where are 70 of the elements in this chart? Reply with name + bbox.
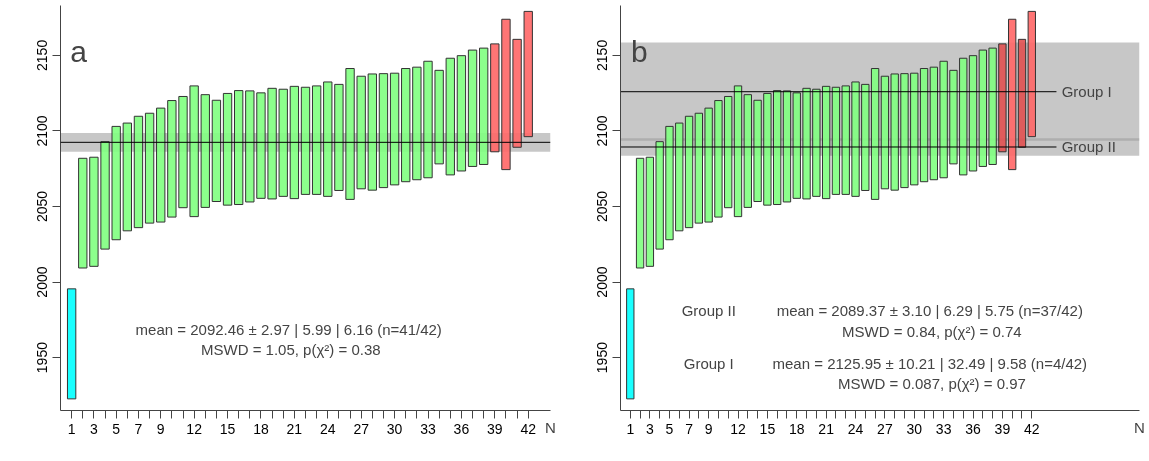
annotation: Group I xyxy=(683,355,734,373)
x-tick-label: 24 xyxy=(319,420,336,437)
x-axis-title: N xyxy=(545,418,556,436)
y-tick-label: 2000 xyxy=(34,266,51,298)
text: a xyxy=(70,34,88,68)
x-tick-label: 1 xyxy=(67,420,76,437)
x-tick-label: 12 xyxy=(730,420,747,437)
annotation: MSWD = 0.087, p(χ²) = 0.97 xyxy=(837,375,1026,393)
x-tick-label: 24 xyxy=(847,420,864,437)
x-tick-label: 9 xyxy=(156,420,165,437)
bar xyxy=(311,85,322,195)
bar xyxy=(378,73,389,189)
x-tick-label: 42 xyxy=(1024,420,1040,437)
bar xyxy=(300,86,311,195)
ref-line-label: Group I xyxy=(1061,83,1112,101)
x-tick-label: 5 xyxy=(112,420,121,437)
bar xyxy=(66,288,77,400)
annotation: MSWD = 0.84, p(χ²) = 0.74 xyxy=(842,322,1022,340)
annotation: mean = 2089.37 ± 3.10 | 6.29 | 5.75 (n=37/42) xyxy=(776,302,1083,320)
bar xyxy=(626,288,635,400)
x-tick-label: 5 xyxy=(665,420,674,437)
x-tick-label: 18 xyxy=(253,420,269,437)
y-tick-label: 2150 xyxy=(34,39,51,71)
bar xyxy=(456,55,467,172)
y-tick-label: 2050 xyxy=(594,190,611,223)
x-tick-label: 39 xyxy=(994,420,1011,437)
x-tick-label: 9 xyxy=(704,420,713,437)
x-tick-label: 3 xyxy=(645,420,654,437)
y-tick-label: 1950 xyxy=(594,341,611,374)
x-tick-label: 36 xyxy=(453,420,470,437)
bar xyxy=(144,112,155,224)
x-tick-label: 36 xyxy=(965,420,982,437)
bar xyxy=(635,157,645,269)
annotation: mean = 2092.46 ± 2.97 | 5.99 | 6.16 (n=41/42) xyxy=(135,320,442,338)
bar xyxy=(222,92,233,206)
annotation: mean = 2125.95 ± 10.21 | 32.49 | 9.58 (n=4/42) xyxy=(772,355,1088,373)
x-tick-label: 42 xyxy=(520,420,537,437)
x-tick-label: 3 xyxy=(90,420,99,437)
x-tick-label: 27 xyxy=(353,420,370,437)
x-axis-title: N xyxy=(1134,418,1145,436)
x-tick-label: 15 xyxy=(759,420,776,437)
annotation: Group II xyxy=(681,302,736,320)
x-tick-label: 27 xyxy=(877,420,893,437)
y-tick-label: 2100 xyxy=(34,115,51,147)
x-tick-label: 15 xyxy=(219,420,236,437)
x-tick-label: 30 xyxy=(906,420,923,437)
bar xyxy=(133,115,144,229)
y-tick-label: 1950 xyxy=(34,341,51,374)
annotation: MSWD = 1.05, p(χ²) = 0.38 xyxy=(201,340,381,358)
y-tick-label: 2100 xyxy=(594,115,611,147)
ref-line-label: Group II xyxy=(1061,138,1116,156)
y-tick-label: 2150 xyxy=(594,39,611,71)
bar xyxy=(289,85,300,200)
bar xyxy=(211,99,222,202)
bar xyxy=(467,49,478,167)
y-tick-label: 2050 xyxy=(34,190,51,223)
x-tick-label: 1 xyxy=(626,420,635,437)
x-tick-label: 21 xyxy=(818,420,835,437)
x-tick-label: 7 xyxy=(134,420,143,437)
x-tick-label: 33 xyxy=(420,420,436,437)
x-tick-label: 7 xyxy=(685,420,694,437)
x-tick-label: 18 xyxy=(788,420,805,437)
x-tick-label: 21 xyxy=(286,420,303,437)
x-tick-label: 30 xyxy=(386,420,403,437)
x-tick-label: 12 xyxy=(186,420,203,437)
text: b xyxy=(630,34,648,68)
y-tick-label: 2000 xyxy=(594,266,611,298)
x-tick-label: 33 xyxy=(935,420,952,437)
bar xyxy=(389,72,400,186)
x-tick-label: 39 xyxy=(487,420,503,437)
